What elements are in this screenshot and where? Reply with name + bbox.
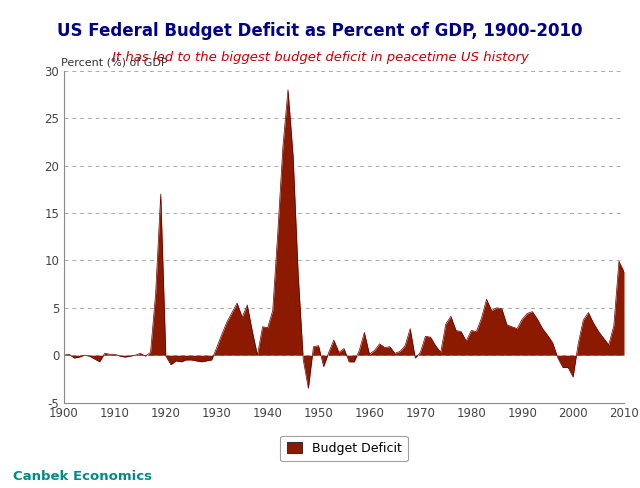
- Text: Percent (%) of GDP: Percent (%) of GDP: [61, 58, 168, 67]
- Text: Canbek Economics: Canbek Economics: [13, 470, 152, 483]
- Legend: Budget Deficit: Budget Deficit: [280, 436, 408, 461]
- Text: It has led to the biggest budget deficit in peacetime US history: It has led to the biggest budget deficit…: [111, 51, 529, 64]
- Text: US Federal Budget Deficit as Percent of GDP, 1900-2010: US Federal Budget Deficit as Percent of …: [57, 22, 583, 40]
